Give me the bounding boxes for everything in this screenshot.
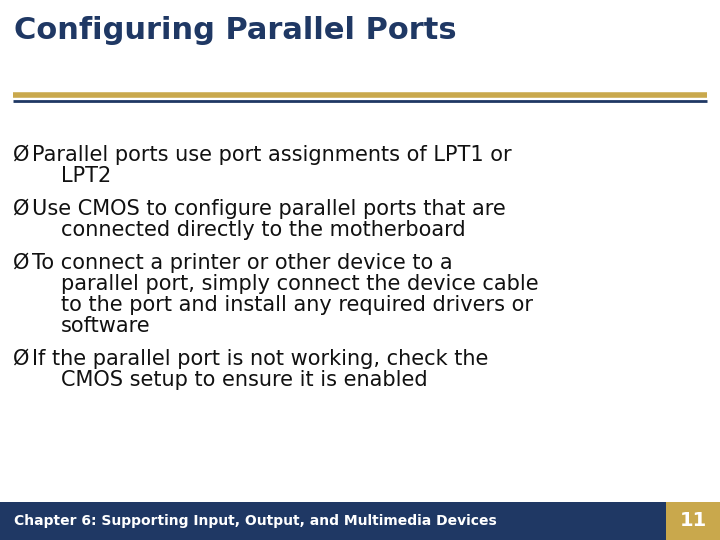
Text: Ø: Ø [13,253,30,273]
Text: connected directly to the motherboard: connected directly to the motherboard [61,220,466,240]
Text: parallel port, simply connect the device cable: parallel port, simply connect the device… [61,274,539,294]
Text: to the port and install any required drivers or: to the port and install any required dri… [61,295,534,315]
Text: Parallel ports use port assignments of LPT1 or: Parallel ports use port assignments of L… [32,145,512,165]
Text: 11: 11 [680,511,706,530]
Text: LPT2: LPT2 [61,166,112,186]
Text: CMOS setup to ensure it is enabled: CMOS setup to ensure it is enabled [61,370,428,390]
Text: Configuring Parallel Ports: Configuring Parallel Ports [14,16,456,45]
Text: Ø: Ø [13,145,30,165]
Text: Ø: Ø [13,199,30,219]
Text: Use CMOS to configure parallel ports that are: Use CMOS to configure parallel ports tha… [32,199,506,219]
Text: Ø: Ø [13,349,30,369]
Text: If the parallel port is not working, check the: If the parallel port is not working, che… [32,349,489,369]
Bar [666,502,720,540]
Text: software: software [61,316,150,336]
Text: To connect a printer or other device to a: To connect a printer or other device to … [32,253,453,273]
Text: Chapter 6: Supporting Input, Output, and Multimedia Devices: Chapter 6: Supporting Input, Output, and… [14,514,497,528]
Bar [0,502,720,540]
